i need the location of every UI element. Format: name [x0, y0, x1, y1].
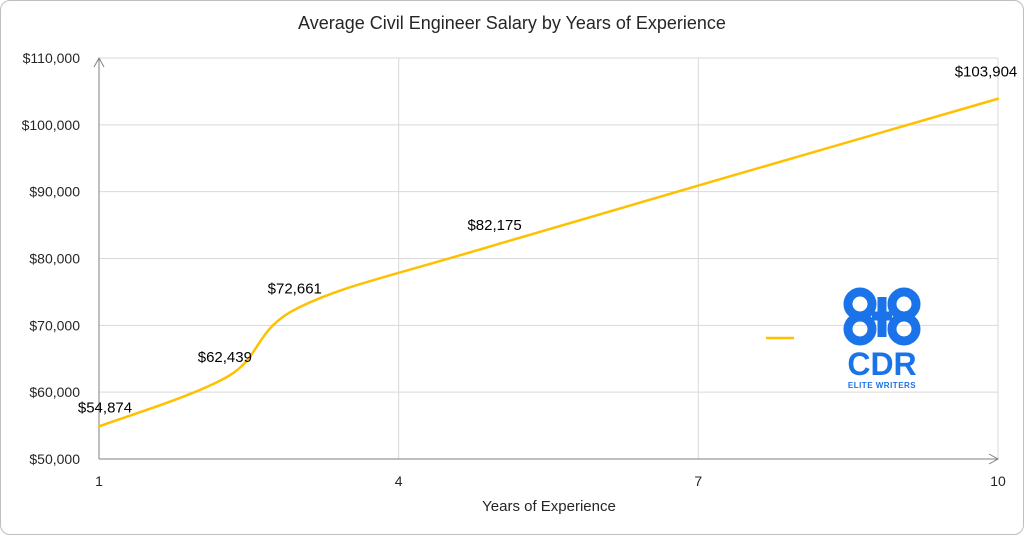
- y-tick-label: $110,000: [23, 50, 81, 66]
- data-label: $103,904: [955, 64, 1018, 81]
- cdr-logo-icon: CDR: [843, 287, 921, 382]
- y-tick-label: $80,000: [29, 251, 80, 267]
- x-axis-label: Years of Experience: [482, 498, 616, 515]
- data-label: $62,439: [198, 349, 252, 366]
- data-label: $82,175: [467, 217, 521, 234]
- y-tick-label: $60,000: [29, 384, 80, 400]
- chart-title: Average Civil Engineer Salary by Years o…: [298, 13, 726, 33]
- y-tick-label: $50,000: [29, 451, 80, 467]
- tick-labels: $50,000 $60,000 $70,000 $80,000 $90,000 $100,…: [22, 50, 1006, 489]
- gridlines: [99, 57, 999, 459]
- cdr-logo: CDR ELITE WRITERS: [836, 287, 928, 393]
- axes: [93, 56, 1000, 465]
- y-tick-label: $70,000: [29, 317, 80, 333]
- y-tick-label: $90,000: [29, 184, 80, 200]
- series-line: [97, 97, 1000, 428]
- x-tick-label: 4: [395, 473, 403, 489]
- x-tick-label: 7: [694, 473, 702, 489]
- x-tick-label: 10: [990, 473, 1006, 489]
- logo-subtext: ELITE WRITERS: [847, 381, 917, 390]
- x-axis-arrow: [988, 453, 1000, 465]
- data-label: $72,661: [268, 281, 322, 298]
- series-lines: [97, 97, 1000, 428]
- data-labels: $54,874 $62,439 $72,661 $82,175 $103,904: [78, 64, 1017, 417]
- y-axis-arrow: [93, 56, 105, 68]
- y-tick-label: $100,000: [22, 117, 81, 133]
- data-label: $54,874: [78, 399, 132, 416]
- x-tick-label: 1: [95, 473, 103, 489]
- logo-wordmark: CDR: [847, 346, 916, 381]
